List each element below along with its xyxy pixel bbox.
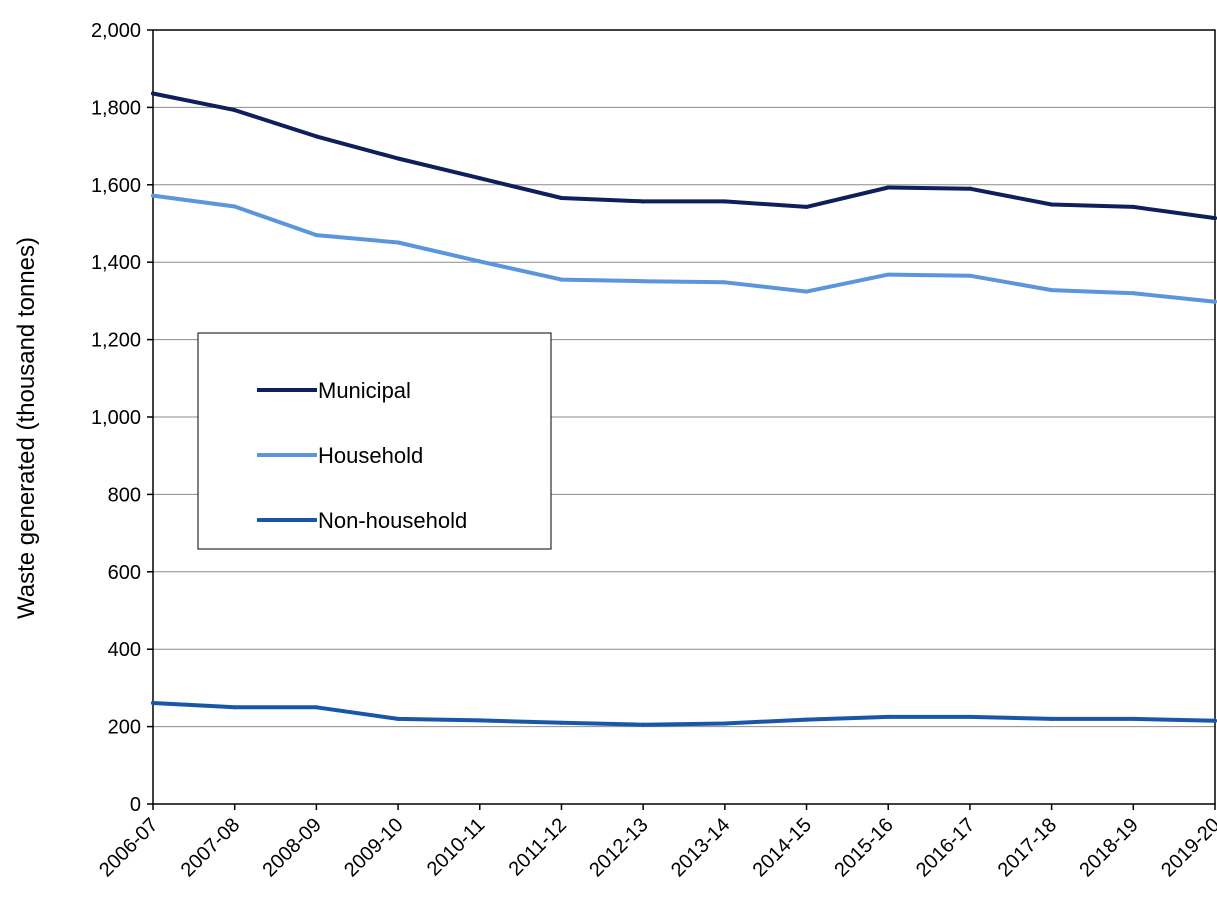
data-point <box>314 705 319 710</box>
data-point <box>1131 204 1136 209</box>
y-tick-label: 400 <box>108 639 141 661</box>
data-point <box>1049 716 1054 721</box>
data-point <box>559 195 564 200</box>
data-point <box>886 714 891 719</box>
y-tick-label: 200 <box>108 717 141 739</box>
data-point <box>559 720 564 725</box>
x-tick-label: 2011-12 <box>505 814 571 880</box>
data-point <box>886 185 891 190</box>
data-point <box>641 722 646 727</box>
data-point <box>314 233 319 238</box>
data-point <box>232 108 237 113</box>
x-tick-label: 2009-10 <box>340 814 407 881</box>
legend-label: Household <box>318 443 423 468</box>
data-point <box>967 186 972 191</box>
data-point <box>1213 216 1217 221</box>
data-point <box>1131 291 1136 296</box>
y-tick-label: 1,200 <box>91 330 141 352</box>
data-point <box>722 199 727 204</box>
data-point <box>477 176 482 181</box>
x-tick-label: 2016-17 <box>912 814 979 881</box>
data-point <box>967 273 972 278</box>
data-point <box>722 280 727 285</box>
y-tick-label: 1,600 <box>91 175 141 197</box>
data-point <box>477 259 482 264</box>
data-point <box>1049 288 1054 293</box>
data-point <box>477 718 482 723</box>
x-tick-label: 2006-07 <box>95 814 162 881</box>
data-point <box>232 705 237 710</box>
x-tick-label: 2010-11 <box>423 814 489 880</box>
x-tick-label: 2018-19 <box>1075 814 1142 881</box>
y-tick-label: 600 <box>108 562 141 584</box>
legend-label: Municipal <box>318 378 411 403</box>
y-tick-labels: 0 200 400 600 800 1,000 1,200 1,400 1,600 1,800 2,… <box>91 20 141 816</box>
data-point <box>314 134 319 139</box>
legend-label: Non-household <box>318 508 467 533</box>
data-point <box>641 279 646 284</box>
legend-box <box>197 332 552 550</box>
x-tick-label: 2017-18 <box>994 814 1061 881</box>
data-point <box>641 199 646 204</box>
data-point <box>396 156 401 161</box>
data-point <box>886 272 891 277</box>
y-tick-label: 1,800 <box>91 97 141 119</box>
series-line-municipal <box>151 91 1217 221</box>
data-point <box>151 700 155 705</box>
data-point <box>1213 718 1217 723</box>
x-tick-label: 2012-13 <box>585 814 652 881</box>
x-tick-label: 2008-09 <box>258 814 325 881</box>
data-point <box>232 204 237 209</box>
legend: Municipal Household Non-household <box>197 332 552 550</box>
series-line-non-household <box>151 701 1217 727</box>
y-tick-label: 800 <box>108 484 141 506</box>
x-tick-label: 2015-16 <box>830 814 897 881</box>
data-point <box>967 714 972 719</box>
data-point <box>396 240 401 245</box>
x-tick-labels: 2006-07 2007-08 2008-09 2009-10 2010-11 2011-… <box>95 814 1217 881</box>
y-axis-title: Waste generated (thousand tonnes) <box>13 237 40 619</box>
series-line-household <box>151 193 1217 304</box>
data-point <box>151 193 155 198</box>
y-tick-label: 0 <box>130 794 141 816</box>
data-point <box>722 721 727 726</box>
data-point <box>804 289 809 294</box>
x-tick-label: 2014-15 <box>749 814 816 881</box>
data-point <box>396 716 401 721</box>
data-point <box>804 204 809 209</box>
axes <box>147 29 1216 810</box>
y-tick-label: 1,400 <box>91 252 141 274</box>
data-point <box>151 91 155 96</box>
data-point <box>559 277 564 282</box>
y-tick-label: 2,000 <box>91 20 141 42</box>
x-tick-label: 2013-14 <box>667 814 734 881</box>
y-tick-label: 1,000 <box>91 407 141 429</box>
data-point <box>1213 299 1217 304</box>
x-tick-label: 2019-20 <box>1157 814 1217 881</box>
x-tick-label: 2007-08 <box>177 814 244 881</box>
data-point <box>804 717 809 722</box>
data-point <box>1049 202 1054 207</box>
series-lines <box>151 91 1217 727</box>
data-point <box>1131 716 1136 721</box>
